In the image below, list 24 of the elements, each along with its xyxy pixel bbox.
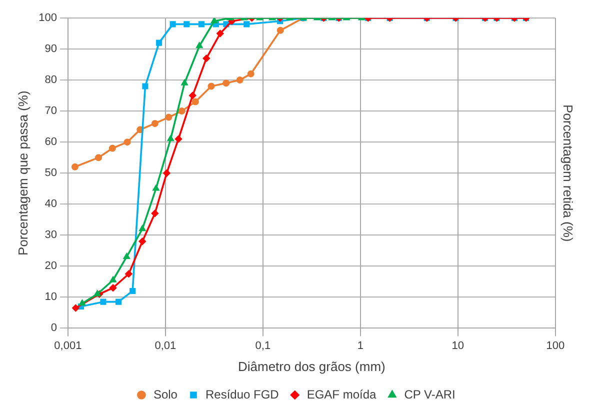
legend-label: CP V-ARI: [404, 387, 456, 402]
y-tick-label: 70: [44, 105, 57, 118]
y-tick-label: 100: [38, 12, 57, 24]
x-tick-label: 100: [546, 340, 565, 352]
x-tick-label: 0,1: [255, 340, 271, 352]
y-tick-label: 20: [44, 260, 57, 272]
x-tick-label: 0,01: [154, 340, 176, 352]
y-axis-title: Porcentagem que passa (%): [15, 90, 30, 256]
y-tick-label: 50: [44, 167, 57, 180]
y-tick-label: 90: [44, 43, 57, 56]
y-tick-label: 60: [44, 136, 57, 148]
x-tick-label: 1: [357, 340, 364, 352]
y2-axis-title: Porcentagem retida (%): [560, 104, 576, 242]
y-tick-label: 80: [44, 74, 57, 86]
legend-label: Solo: [153, 387, 178, 402]
y-tick-label: 0: [50, 322, 57, 334]
legend-label: Resíduo FGD: [205, 387, 280, 402]
x-tick-label: 10: [452, 340, 464, 352]
x-tick-label: 0,001: [54, 340, 82, 352]
legend-label: EGAF moída: [306, 387, 377, 402]
y-tick-label: 40: [44, 198, 57, 210]
y-tick-label: 30: [44, 229, 57, 242]
y-tick-label: 10: [44, 291, 57, 304]
x-axis-title: Diâmetro dos grãos (mm): [238, 358, 386, 374]
